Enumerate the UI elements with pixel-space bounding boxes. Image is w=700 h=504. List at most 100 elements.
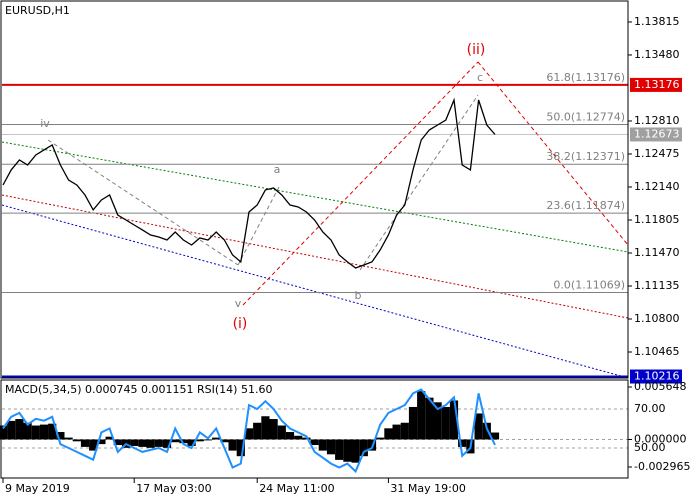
wave-line	[477, 61, 629, 246]
macd-bar	[359, 439, 368, 457]
wave-label: c	[477, 71, 483, 84]
macd-bar	[80, 439, 90, 447]
macd-bar	[474, 413, 483, 440]
y-tick-label: 1.12810	[634, 114, 680, 127]
macd-bar	[449, 400, 459, 440]
rsi-tick-label: 50.00	[634, 441, 666, 454]
macd-bar	[212, 437, 221, 440]
x-tick-label: 24 May 11:00	[259, 482, 334, 495]
macd-bar	[171, 439, 180, 443]
macd-bar	[138, 439, 147, 447]
macd-bar	[195, 439, 204, 442]
fib-label: 61.8(1.13176)	[546, 71, 625, 84]
wave-label: (ii)	[467, 42, 486, 58]
macd-bar	[343, 439, 352, 462]
price-line	[2, 97, 496, 269]
channel-line	[1, 204, 629, 379]
macd-bar	[31, 425, 40, 440]
macd-bar	[39, 424, 49, 440]
wave-line	[237, 184, 281, 266]
rsi-line	[2, 388, 496, 474]
price-badge	[630, 77, 682, 92]
macd-bar	[425, 397, 434, 440]
macd-bar	[351, 439, 360, 463]
macd-bar	[285, 432, 295, 440]
macd-bar	[408, 406, 418, 440]
macd-bar	[277, 425, 286, 440]
macd-bar	[179, 439, 188, 444]
drawing-objects	[1, 61, 629, 379]
macd-bar	[146, 439, 155, 448]
hline-label: 1.10216	[634, 370, 680, 383]
macd-bar	[326, 439, 336, 455]
wave-line	[242, 61, 479, 306]
fib-label: 0.0(1.11069)	[553, 278, 625, 291]
macd-bar	[89, 439, 98, 451]
macd-bar	[376, 437, 385, 440]
macd-bar	[458, 439, 467, 447]
x-tick-label: 9 May 2019	[5, 482, 70, 495]
macd-bar	[56, 432, 65, 440]
macd-tick-label: 0.005648	[634, 380, 687, 393]
price-badge	[630, 127, 682, 142]
macd-bar	[269, 419, 278, 440]
price-badge	[630, 369, 682, 384]
macd-bar	[203, 439, 213, 441]
macd-bar	[113, 439, 122, 446]
macd-bar	[48, 423, 57, 440]
fib-label: 38.2(1.12371)	[546, 150, 625, 163]
macd-bar	[228, 439, 237, 451]
macd-bar	[490, 432, 500, 440]
macd-bar	[310, 439, 319, 446]
wave-label: iv	[40, 117, 50, 130]
macd-bar	[7, 420, 16, 440]
macd-bar	[236, 439, 245, 457]
macd-bar	[384, 428, 393, 440]
macd-bar	[154, 439, 163, 447]
macd-bar	[417, 391, 426, 440]
y-tick-label: 1.11135	[634, 279, 680, 292]
fib-label: 23.6(1.11874)	[546, 199, 625, 212]
macd-bar	[97, 439, 106, 445]
wave-line	[47, 139, 239, 266]
macd-bar	[105, 436, 114, 440]
x-tick-label: 17 May 03:00	[136, 482, 211, 495]
macd-bar	[441, 406, 450, 440]
channel-line	[1, 141, 629, 253]
y-tick-label: 1.11805	[634, 213, 680, 226]
macd-tick-label: 0.000000	[634, 432, 687, 445]
wave-label: b	[355, 289, 362, 302]
macd-bar	[318, 439, 327, 451]
macd-bar	[261, 416, 270, 440]
y-tick-label: 1.13480	[634, 48, 680, 61]
y-tick-label: 1.12475	[634, 147, 680, 160]
y-tick-label: 1.10465	[634, 345, 680, 358]
macd-bar	[130, 439, 139, 446]
symbol-title: EURUSD,H1	[5, 4, 70, 17]
macd-tick-label: -0.002965	[634, 460, 690, 473]
macd-bar	[220, 439, 229, 443]
x-tick-label: 31 May 19:00	[390, 482, 465, 495]
macd-bar	[244, 428, 254, 440]
indicator-frame	[0, 379, 629, 479]
wave-label: v	[235, 297, 242, 310]
macd-bar	[187, 439, 196, 446]
macd-bar	[162, 439, 172, 448]
y-tick-label: 1.11470	[634, 246, 680, 259]
macd-bar	[392, 424, 401, 440]
macd-bar	[15, 419, 24, 440]
macd-bar	[294, 435, 303, 440]
macd-bar	[433, 402, 442, 440]
fib-label: 50.0(1.12774)	[546, 111, 625, 124]
macd-bar	[0, 425, 8, 440]
macd-bar	[23, 422, 32, 440]
macd-bar	[302, 437, 311, 440]
main-frame	[0, 0, 629, 379]
macd-bar	[400, 422, 409, 440]
y-tick-label: 1.12140	[634, 180, 680, 193]
y-tick-label: 1.13815	[634, 15, 680, 28]
current-price-label: 1.12673	[634, 127, 680, 140]
macd-bar	[64, 437, 73, 440]
